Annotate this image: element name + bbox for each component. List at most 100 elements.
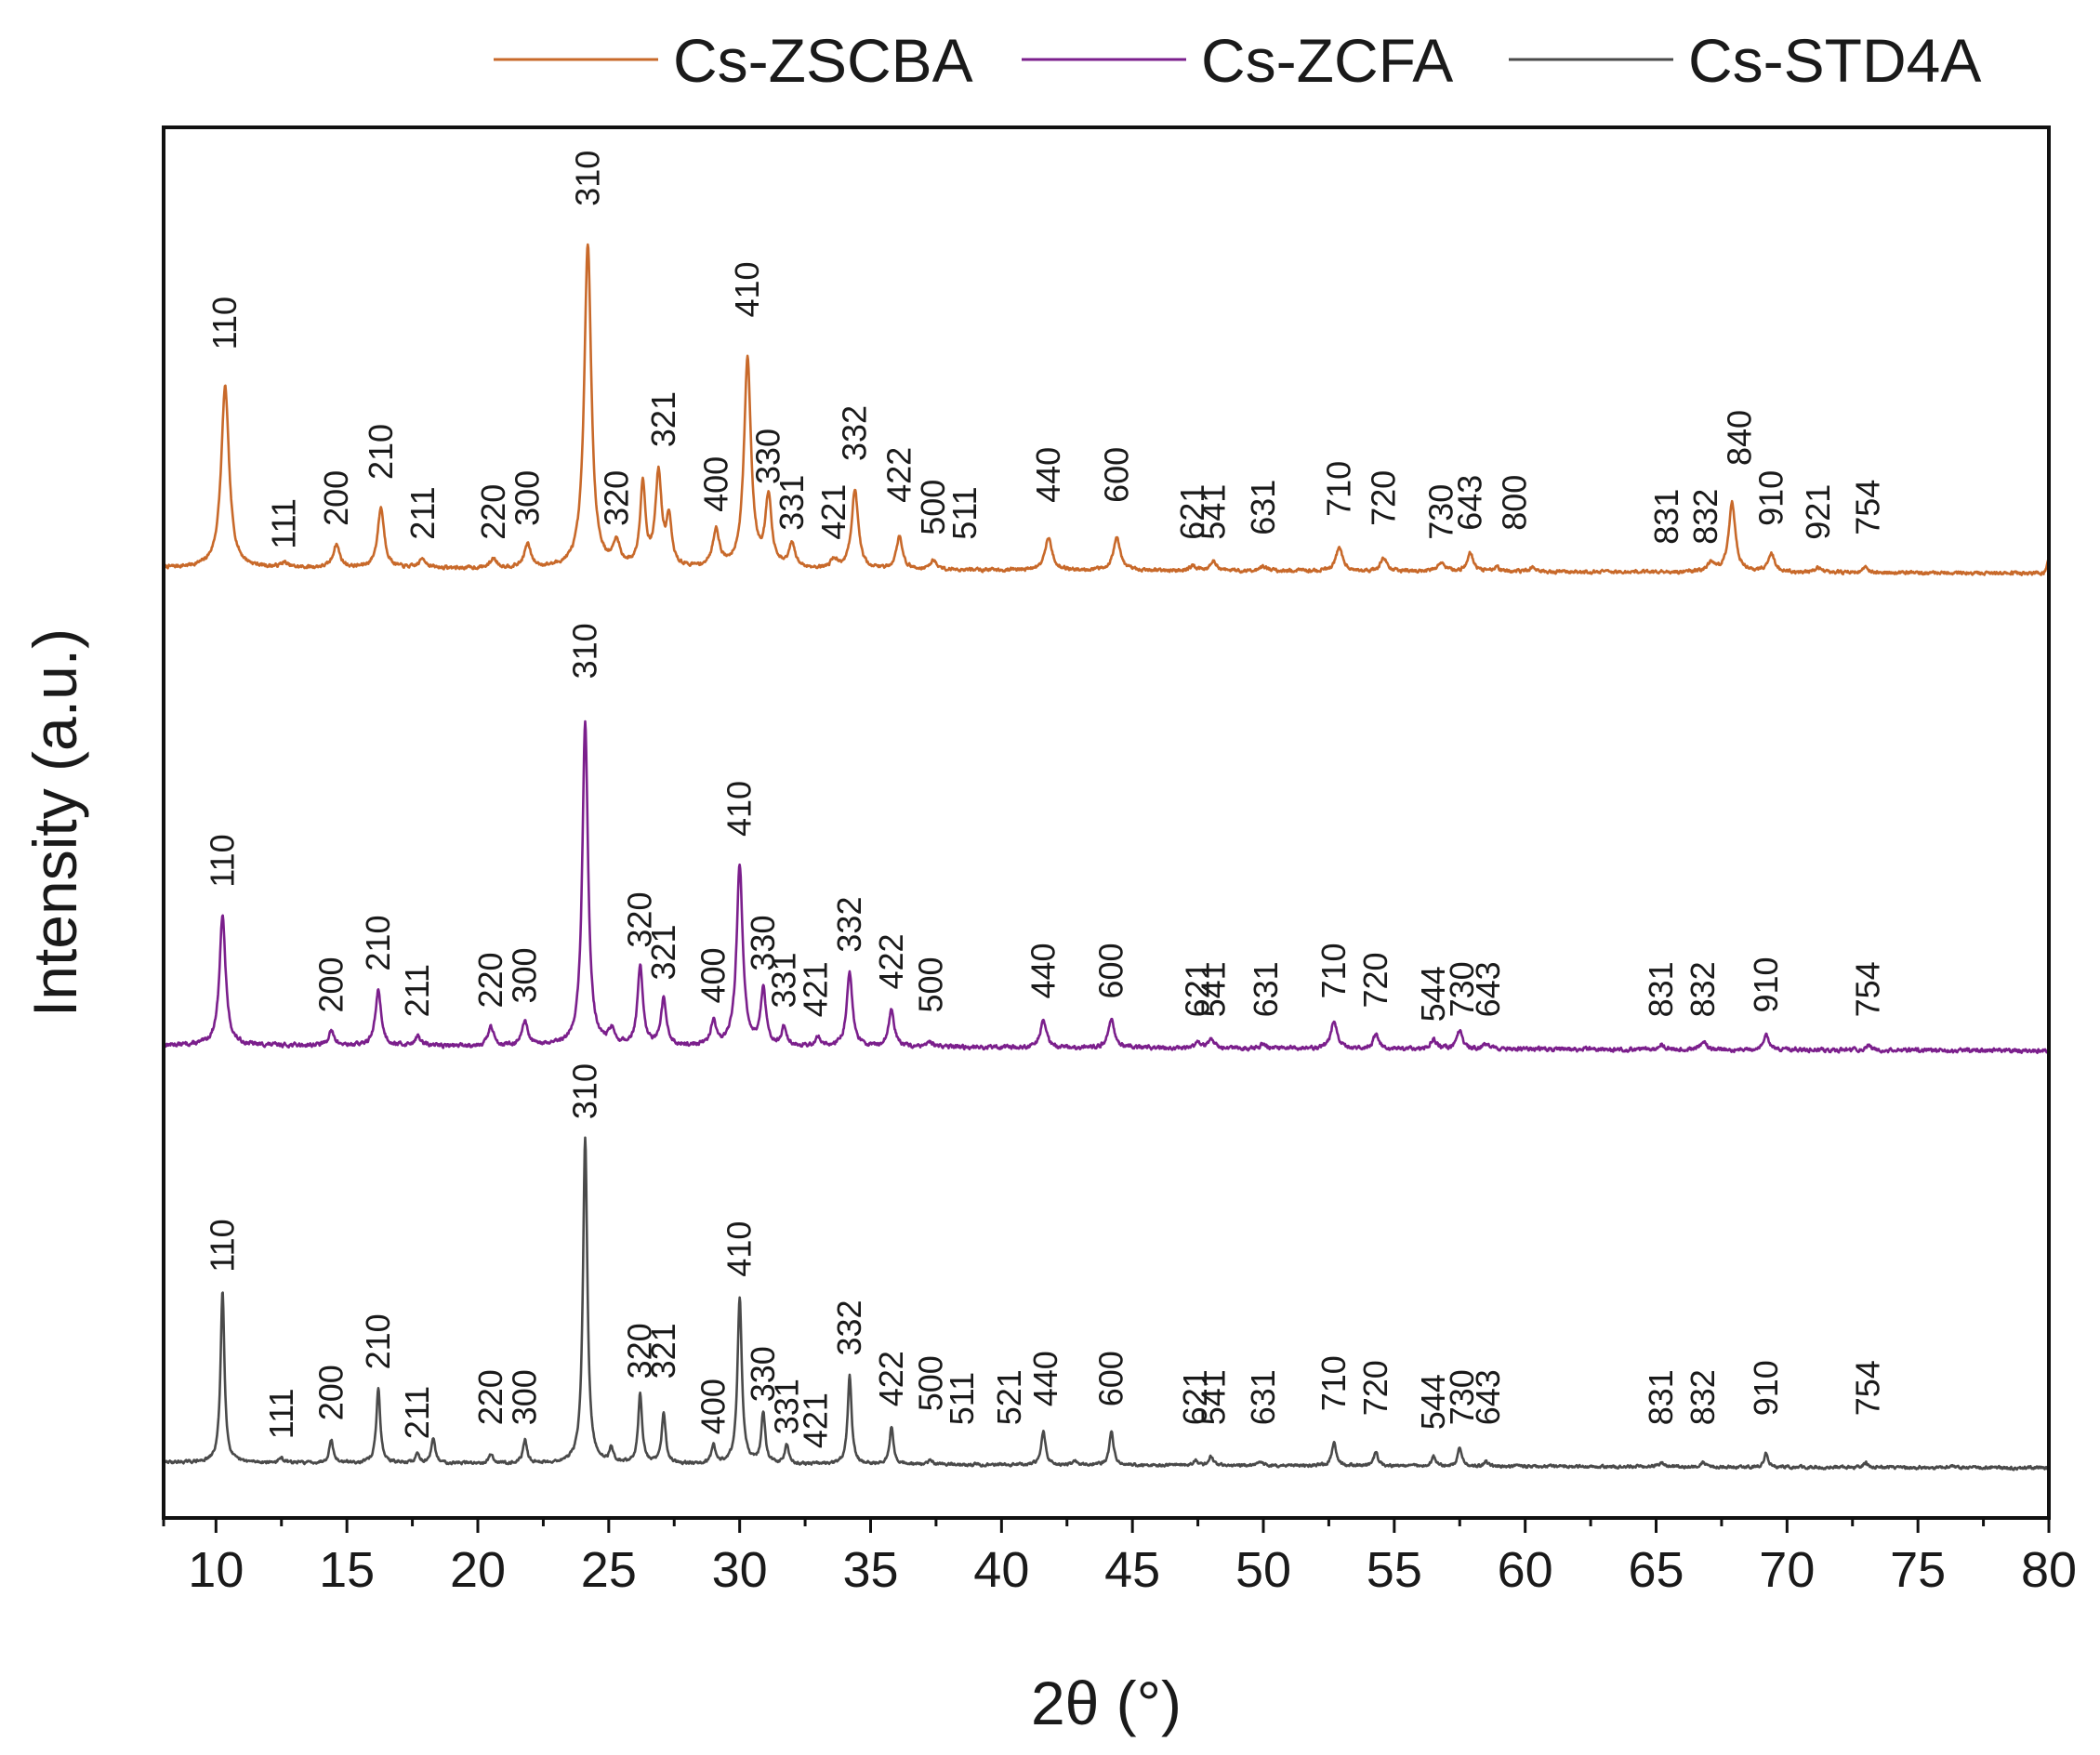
peak-label: 220 <box>471 1369 509 1425</box>
peak-label: 330 <box>749 429 787 484</box>
peak-label: 541 <box>1195 1369 1233 1425</box>
peak-label: 210 <box>359 916 397 971</box>
x-tick-label: 40 <box>973 1542 1029 1598</box>
peak-label: 331 <box>773 475 811 531</box>
peak-label: 511 <box>945 486 984 539</box>
peak-label: 200 <box>311 957 350 1012</box>
peak-label: 730 <box>1443 1369 1481 1425</box>
legend-entry: Cs-ZSCBA <box>494 26 973 95</box>
legend: Cs-ZSCBA Cs-ZCFA Cs-STD4A <box>494 26 1981 95</box>
peak-label: 643 <box>1469 1369 1507 1425</box>
peak-label: 710 <box>1320 461 1358 517</box>
peak-label: 910 <box>1751 470 1790 526</box>
peak-label: 832 <box>1684 1369 1722 1425</box>
peak-label: 832 <box>1684 961 1722 1017</box>
peak-label: 831 <box>1642 1369 1680 1425</box>
peak-label: 421 <box>814 484 852 540</box>
peak-label: 840 <box>1721 410 1759 466</box>
x-tick-label: 50 <box>1235 1542 1291 1598</box>
x-tick-label: 55 <box>1367 1542 1422 1598</box>
legend-label: Cs-ZCFA <box>1201 26 1453 95</box>
peak-label: 500 <box>911 957 949 1012</box>
peak-label: 330 <box>744 1346 782 1402</box>
peak-label: 910 <box>1747 957 1785 1012</box>
x-axis: 10 15 20 25 30 35 40 45 50 55 60 65 70 75 80 <box>162 1518 2077 1598</box>
peak-label: 300 <box>506 1369 544 1425</box>
peak-label: 720 <box>1365 470 1403 526</box>
x-tick-label: 30 <box>712 1542 768 1598</box>
peak-label: 332 <box>830 897 868 953</box>
peak-label: 621 <box>1173 484 1211 540</box>
peak-label: 310 <box>568 151 606 206</box>
peak-label: 421 <box>796 1392 834 1448</box>
peak-label: 541 <box>1195 484 1233 540</box>
peak-label: 220 <box>471 952 509 1008</box>
peak-label: 541 <box>1195 961 1233 1017</box>
peak-label: 422 <box>880 447 918 503</box>
x-tick-label: 45 <box>1104 1542 1160 1598</box>
peak-label: 600 <box>1092 1351 1130 1406</box>
series-line <box>162 1136 2050 1471</box>
peak-label: 500 <box>914 480 952 535</box>
peak-label: 710 <box>1314 1355 1353 1411</box>
peak-label: 621 <box>1176 1369 1214 1425</box>
peak-label: 321 <box>644 391 682 447</box>
peak-label: 910 <box>1747 1360 1785 1416</box>
peak-label: 211 <box>398 964 436 1017</box>
x-tick-label: 65 <box>1628 1542 1684 1598</box>
peak-label: 332 <box>830 1300 868 1355</box>
peak-label: 410 <box>720 1221 759 1277</box>
series-line <box>163 719 2051 1054</box>
peak-label: 110 <box>203 834 241 887</box>
peak-label: 921 <box>1799 484 1837 540</box>
peak-label: 831 <box>1647 489 1685 545</box>
legend-label: Cs-ZSCBA <box>673 26 973 95</box>
peak-label: 330 <box>744 916 782 971</box>
peak-label: 111 <box>265 498 303 549</box>
peak-label: 332 <box>836 405 874 461</box>
peak-label: 600 <box>1092 943 1130 998</box>
peak-label: 440 <box>1029 447 1067 503</box>
x-tick-label: 80 <box>2021 1542 2077 1598</box>
peak-label: 600 <box>1097 447 1135 503</box>
peak-label: 211 <box>403 486 442 539</box>
peak-label: 210 <box>359 1313 397 1369</box>
peak-label: 400 <box>696 456 734 512</box>
peak-label: 631 <box>1244 480 1282 535</box>
x-tick-label: 60 <box>1498 1542 1553 1598</box>
x-tick-label: 25 <box>581 1542 637 1598</box>
peak-label: 422 <box>872 933 910 989</box>
series-layer <box>162 243 2051 1471</box>
x-tick-label: 10 <box>188 1542 244 1598</box>
peak-label: 720 <box>1356 1360 1394 1416</box>
peak-label: 110 <box>205 297 244 350</box>
x-tick-label: 75 <box>1890 1542 1946 1598</box>
peak-label: 321 <box>644 924 682 980</box>
peak-label: 110 <box>203 1219 241 1272</box>
peak-label: 440 <box>1026 1351 1064 1406</box>
x-tick-label: 70 <box>1759 1542 1815 1598</box>
peak-label: 544 <box>1414 966 1452 1022</box>
peak-label: 410 <box>720 781 759 837</box>
legend-entry: Cs-ZCFA <box>1022 26 1453 95</box>
x-tick-label: 20 <box>450 1542 506 1598</box>
peak-label: 800 <box>1495 475 1533 531</box>
peak-label: 544 <box>1414 1374 1452 1430</box>
series-line <box>162 243 2050 576</box>
peak-label: 320 <box>597 470 635 526</box>
peak-label: 440 <box>1024 943 1062 998</box>
peak-label: 631 <box>1247 961 1285 1017</box>
peak-label: 300 <box>508 470 547 526</box>
peak-label: 521 <box>990 1369 1028 1425</box>
peak-label: 710 <box>1314 943 1353 998</box>
peak-label: 310 <box>566 623 604 679</box>
peak-label: 421 <box>796 961 834 1017</box>
peak-label: 321 <box>644 1323 682 1379</box>
peak-label: 422 <box>872 1351 910 1406</box>
peak-label: 211 <box>398 1386 436 1439</box>
x-tick-label: 15 <box>319 1542 375 1598</box>
peak-label: 500 <box>911 1355 949 1411</box>
peak-label: 643 <box>1469 961 1507 1017</box>
